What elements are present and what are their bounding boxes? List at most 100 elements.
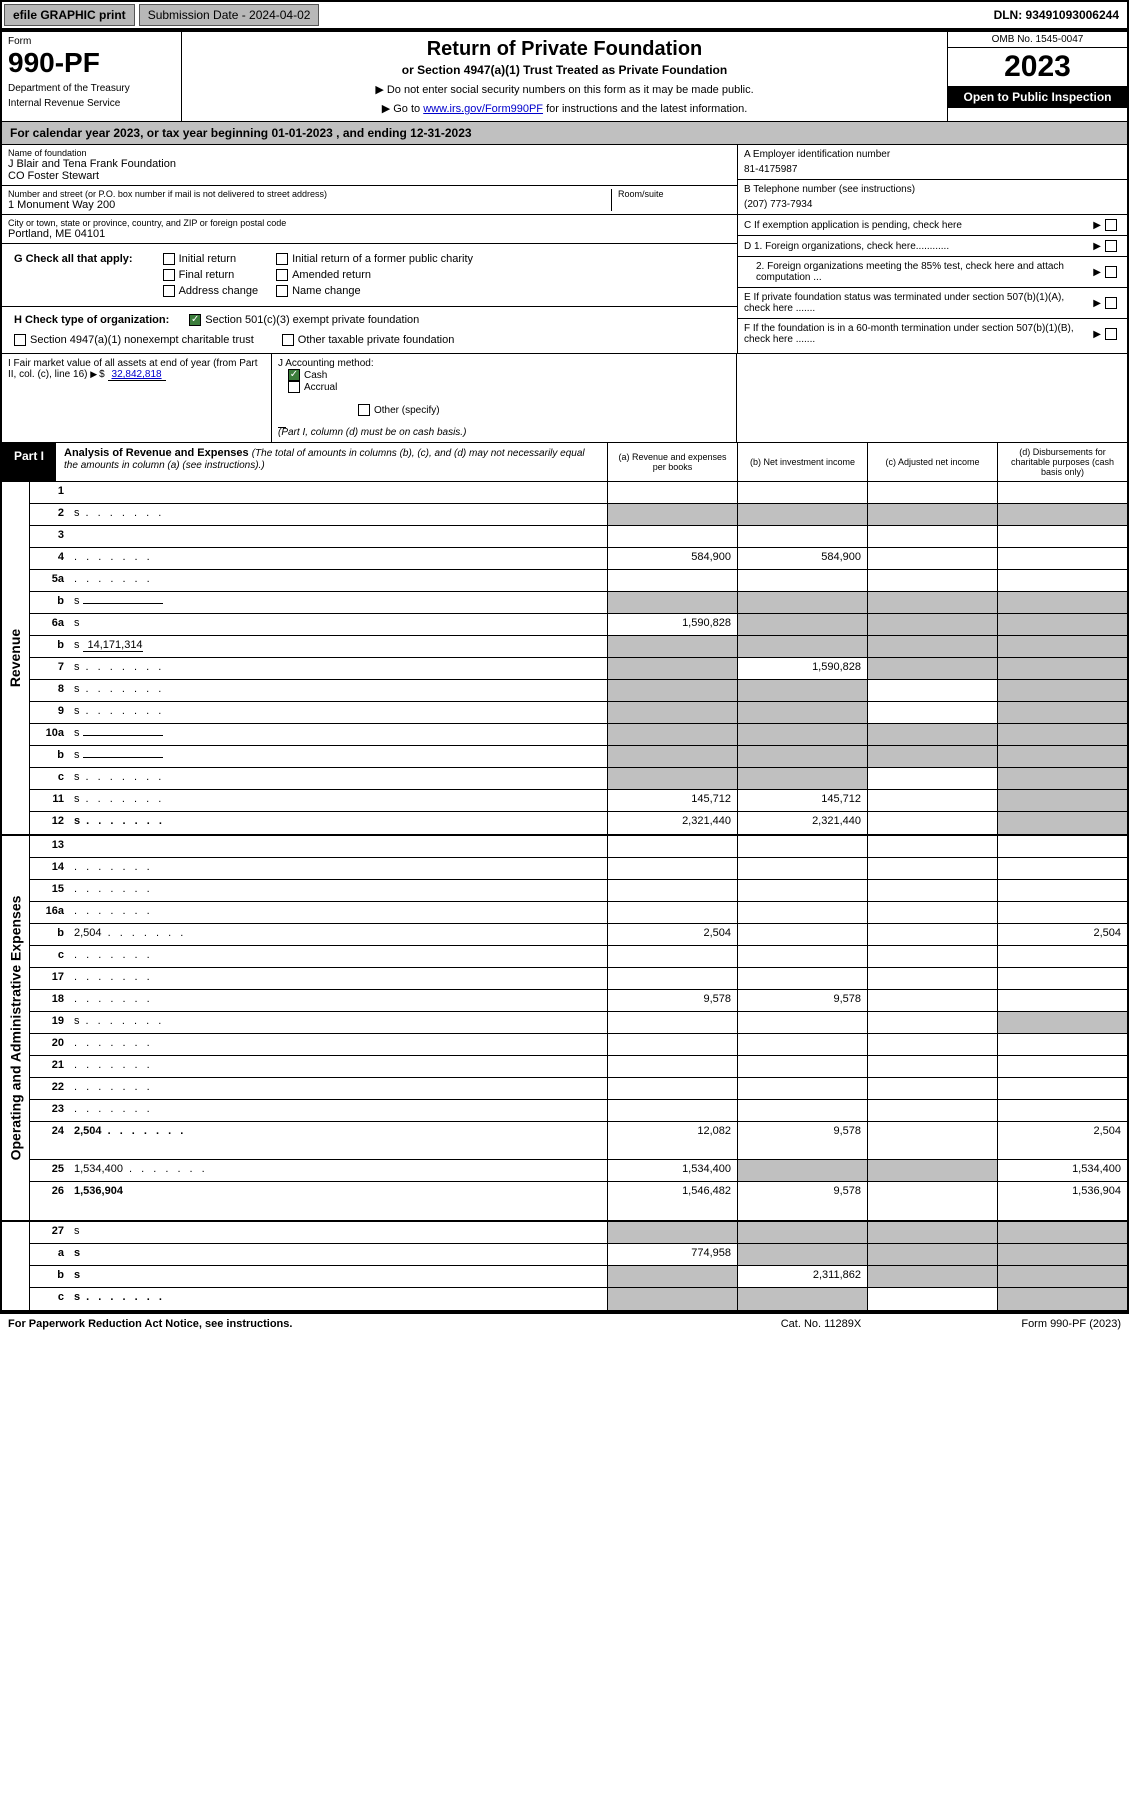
open-public-badge: Open to Public Inspection: [948, 86, 1127, 108]
amount-cell: [607, 836, 737, 857]
amount-cell: [867, 1122, 997, 1159]
form990pf-link[interactable]: www.irs.gov/Form990PF: [423, 103, 543, 115]
line-number: b: [30, 636, 70, 657]
table-row: cs . . . . . . .: [30, 1288, 1127, 1310]
line-description: . . . . . . .: [70, 968, 607, 989]
initial-former-checkbox[interactable]: [276, 253, 288, 265]
line-description: 2,504 . . . . . . .: [70, 924, 607, 945]
amount-cell: [997, 990, 1127, 1011]
table-row: 20 . . . . . . .: [30, 1034, 1127, 1056]
accrual-checkbox[interactable]: [288, 381, 300, 393]
amended-checkbox[interactable]: [276, 269, 288, 281]
table-row: 7s . . . . . . .1,590,828: [30, 658, 1127, 680]
line-description: . . . . . . .: [70, 1100, 607, 1121]
terminated-label: E If private foundation status was termi…: [744, 292, 1089, 314]
form-header: Form 990-PF Department of the Treasury I…: [2, 32, 1127, 122]
final-return-checkbox[interactable]: [163, 269, 175, 281]
amount-cell: [737, 746, 867, 767]
exemption-checkbox[interactable]: [1105, 219, 1117, 231]
amount-cell: [607, 504, 737, 525]
line-description: . . . . . . .: [70, 548, 607, 569]
amount-cell: [607, 1266, 737, 1287]
amount-cell: [867, 746, 997, 767]
part1-title: Analysis of Revenue and Expenses: [64, 447, 249, 459]
amount-cell: 584,900: [607, 548, 737, 569]
amount-cell: [867, 614, 997, 635]
table-row: 22 . . . . . . .: [30, 1078, 1127, 1100]
amount-cell: 2,504: [607, 924, 737, 945]
form-word: Form: [8, 36, 175, 47]
addr-label: Number and street (or P.O. box number if…: [8, 189, 611, 199]
addr-change-checkbox[interactable]: [163, 285, 175, 297]
line-description: s . . . . . . .: [70, 812, 607, 834]
amount-cell: [867, 1100, 997, 1121]
street-address: 1 Monument Way 200: [8, 199, 611, 211]
line-number: 22: [30, 1078, 70, 1099]
amount-cell: 9,578: [607, 990, 737, 1011]
dln-number: DLN: 93491093006244: [986, 5, 1127, 25]
line-number: 5a: [30, 570, 70, 591]
amount-cell: 9,578: [737, 1122, 867, 1159]
amount-cell: [737, 1244, 867, 1265]
line-description: [70, 526, 607, 547]
amount-cell: 1,536,904: [997, 1182, 1127, 1220]
amount-cell: 2,504: [997, 1122, 1127, 1159]
amount-cell: [607, 570, 737, 591]
other-checkbox[interactable]: [358, 404, 370, 416]
amount-cell: 1,546,482: [607, 1182, 737, 1220]
terminated-checkbox[interactable]: [1105, 297, 1117, 309]
line-description: . . . . . . .: [70, 946, 607, 967]
60month-checkbox[interactable]: [1105, 328, 1117, 340]
line-description: s . . . . . . .: [70, 680, 607, 701]
line-description: s . . . . . . .: [70, 1012, 607, 1033]
amount-cell: 145,712: [737, 790, 867, 811]
omb-number: OMB No. 1545-0047: [948, 32, 1127, 48]
amount-cell: [867, 768, 997, 789]
exemption-pending-label: C If exemption application is pending, c…: [744, 220, 1089, 231]
table-row: 18 . . . . . . .9,5789,578: [30, 990, 1127, 1012]
table-row: bs2,311,862: [30, 1266, 1127, 1288]
expenses-side-label: Operating and Administrative Expenses: [2, 836, 30, 1220]
amount-cell: [607, 1100, 737, 1121]
initial-return-checkbox[interactable]: [163, 253, 175, 265]
501c3-label: Section 501(c)(3) exempt private foundat…: [205, 314, 419, 326]
amount-cell: [737, 636, 867, 657]
page-footer: For Paperwork Reduction Act Notice, see …: [0, 1312, 1129, 1334]
foundation-name-2: CO Foster Stewart: [8, 170, 731, 182]
amount-cell: [867, 526, 997, 547]
table-row: 4 . . . . . . .584,900584,900: [30, 548, 1127, 570]
amount-cell: [607, 1078, 737, 1099]
line-description: s: [70, 1266, 607, 1287]
table-row: 3: [30, 526, 1127, 548]
line-number: 14: [30, 858, 70, 879]
line-number: 26: [30, 1182, 70, 1220]
table-row: 19s . . . . . . .: [30, 1012, 1127, 1034]
amount-cell: 9,578: [737, 1182, 867, 1220]
line-number: 7: [30, 658, 70, 679]
amount-cell: [607, 746, 737, 767]
i-j-row: I Fair market value of all assets at end…: [2, 354, 1127, 443]
4947-checkbox[interactable]: [14, 334, 26, 346]
name-change-checkbox[interactable]: [276, 285, 288, 297]
amount-cell: 774,958: [607, 1244, 737, 1265]
line-number: 20: [30, 1034, 70, 1055]
cash-checkbox[interactable]: [288, 369, 300, 381]
amount-cell: [997, 812, 1127, 834]
other-taxable-checkbox[interactable]: [282, 334, 294, 346]
line-number: 9: [30, 702, 70, 723]
amount-cell: [867, 880, 997, 901]
fmv-value[interactable]: 32,842,818: [108, 369, 166, 381]
line-number: c: [30, 768, 70, 789]
amount-cell: [997, 1222, 1127, 1243]
line-description: . . . . . . .: [70, 902, 607, 923]
foreign-85-checkbox[interactable]: [1105, 266, 1117, 278]
efile-print-button[interactable]: efile GRAPHIC print: [4, 4, 135, 26]
arrow-icon: ▶: [1093, 329, 1101, 340]
foreign-org-checkbox[interactable]: [1105, 240, 1117, 252]
amount-cell: [997, 790, 1127, 811]
submission-date: Submission Date - 2024-04-02: [139, 4, 320, 26]
amount-cell: [997, 968, 1127, 989]
501c3-checkbox[interactable]: [189, 314, 201, 326]
revenue-section: Revenue 12s . . . . . . .34 . . . . . . …: [2, 482, 1127, 834]
name-change-label: Name change: [292, 285, 361, 297]
